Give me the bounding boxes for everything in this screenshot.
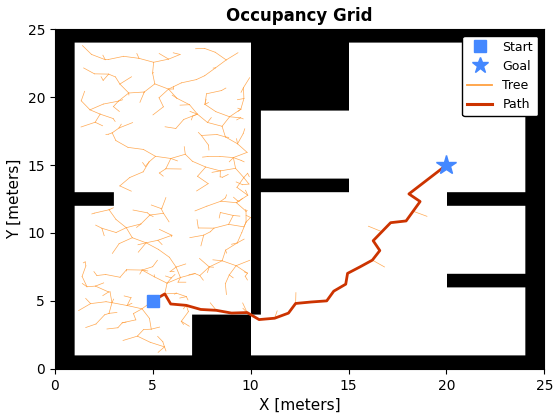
Title: Occupancy Grid: Occupancy Grid [226, 7, 373, 25]
Legend: Start, Goal, Tree, Path: Start, Goal, Tree, Path [463, 36, 538, 116]
Y-axis label: Y [meters]: Y [meters] [7, 159, 22, 239]
X-axis label: X [meters]: X [meters] [259, 398, 340, 413]
